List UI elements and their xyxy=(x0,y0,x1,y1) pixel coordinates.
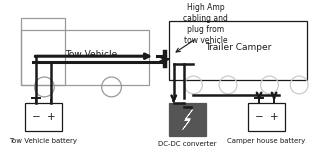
Bar xyxy=(21,30,149,85)
Text: High Amp
cabling and
plug from
tow vehicle: High Amp cabling and plug from tow vehic… xyxy=(183,3,228,45)
Bar xyxy=(25,103,62,131)
Bar xyxy=(248,103,285,131)
Text: +: + xyxy=(47,112,55,122)
Text: −: − xyxy=(31,112,40,122)
Polygon shape xyxy=(183,110,192,130)
Text: Trailer Camper: Trailer Camper xyxy=(205,43,271,52)
Text: Camper house battery: Camper house battery xyxy=(227,138,306,145)
Text: −: − xyxy=(255,112,263,122)
Text: +: + xyxy=(270,112,278,122)
Bar xyxy=(169,21,307,80)
Text: Tow Vehicle battery: Tow Vehicle battery xyxy=(10,138,77,145)
Bar xyxy=(169,103,206,136)
Text: DC-DC converter: DC-DC converter xyxy=(158,142,217,147)
Bar xyxy=(21,17,65,85)
Text: Tow Vehicle: Tow Vehicle xyxy=(65,50,117,59)
